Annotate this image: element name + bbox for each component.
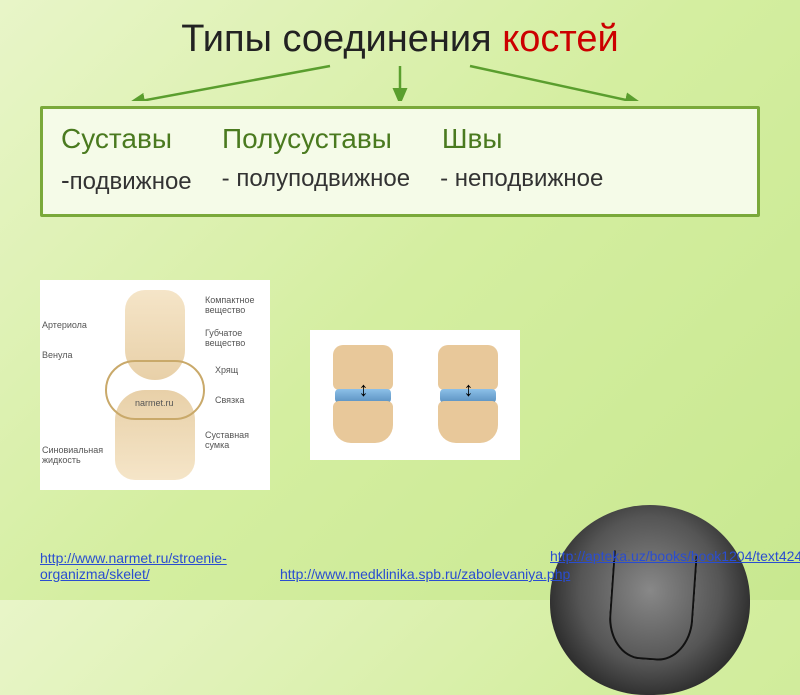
header-sutures: Швы bbox=[442, 123, 503, 155]
link-narmet[interactable]: http://www.narmet.ru/stroenie-organizma/… bbox=[40, 550, 240, 582]
images-row: Артериола Венула Синовиальная жидкость К… bbox=[0, 280, 800, 510]
skull-image bbox=[550, 505, 750, 695]
label-kompakt: Компактное вещество bbox=[205, 295, 254, 315]
joint-image: Артериола Венула Синовиальная жидкость К… bbox=[40, 280, 270, 490]
title-part2: костей bbox=[502, 18, 619, 60]
label-svyazka: Связка bbox=[215, 395, 244, 405]
header-halfjoints: Полусуставы bbox=[222, 123, 392, 155]
sub-mobile: -подвижное bbox=[61, 165, 192, 196]
vertebra-1: ↕ bbox=[323, 345, 403, 445]
title-part1: Типы соединения bbox=[181, 18, 502, 60]
sub-immobile: - неподвижное bbox=[440, 165, 603, 196]
label-arteriola: Артериола bbox=[42, 320, 87, 330]
types-box: Суставы Полусуставы Швы -подвижное - пол… bbox=[40, 106, 760, 217]
subheaders-row: -подвижное - полуподвижное - неподвижное bbox=[61, 165, 739, 196]
link-medklinika[interactable]: http://www.medklinika.spb.ru/zabolevaniy… bbox=[280, 566, 500, 582]
page-title: Типы соединения костей bbox=[0, 0, 800, 61]
label-hryash: Хрящ bbox=[215, 365, 238, 375]
header-joints: Суставы bbox=[61, 123, 172, 155]
label-sumka: Суставная сумка bbox=[205, 430, 249, 450]
label-narmet: narmet.ru bbox=[135, 398, 174, 408]
label-venula: Венула bbox=[42, 350, 73, 360]
label-sinovial: Синовиальная жидкость bbox=[42, 445, 103, 465]
link-apteka[interactable]: http://apteka.uz/books/book1204/text4240… bbox=[550, 548, 750, 564]
headers-row: Суставы Полусуставы Швы bbox=[61, 123, 739, 155]
sub-semimobile: - полуподвижное bbox=[222, 165, 410, 196]
vertebrae-image: ↕ ↕ bbox=[310, 330, 520, 460]
label-gubch: Губчатое вещество bbox=[205, 328, 245, 348]
arrows-diagram bbox=[0, 61, 800, 101]
vertebra-2: ↕ bbox=[428, 345, 508, 445]
